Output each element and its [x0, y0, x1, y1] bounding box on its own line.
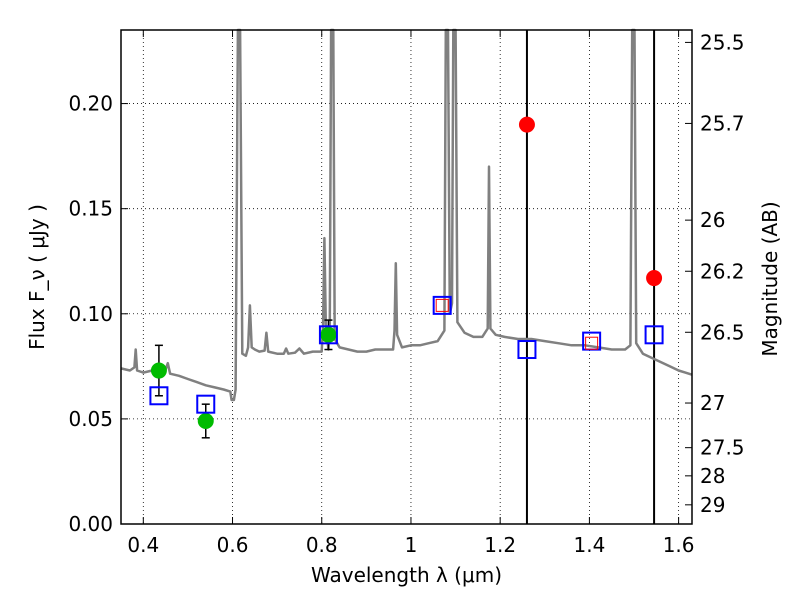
- x-tick-label: 1.2: [484, 533, 516, 557]
- y-tick-label: 0.20: [68, 92, 113, 116]
- y-axis-label: Flux F_ν ( μJy ): [25, 204, 49, 350]
- right-tick-label: 29: [700, 493, 725, 517]
- y-tick-label: 0.00: [68, 512, 113, 536]
- model-flux-square: [644, 325, 664, 345]
- grid: [121, 30, 692, 525]
- y-tick-label: 0.10: [68, 302, 113, 326]
- right-tick-label: 26.2: [700, 259, 745, 283]
- model-flux-square: [318, 325, 338, 345]
- right-tick-label: 26.5: [700, 320, 745, 344]
- model-spectrum-layer: [120, 28, 693, 402]
- x-tick-label: 0.4: [127, 533, 159, 557]
- right-axis-ticks: 25.5 25.7 26 26.2 26.5 27 27.5 28 29: [685, 30, 745, 517]
- flux-point: [518, 116, 535, 133]
- flux-point: [646, 270, 663, 287]
- x-tick-label: 1.6: [663, 533, 695, 557]
- flux-point: [197, 412, 214, 429]
- model-flux-square: [517, 340, 537, 360]
- model-flux-square: [149, 386, 169, 406]
- plot-frame: [120, 29, 693, 525]
- model-flux-square-inner: [585, 336, 599, 350]
- right-axis-label: Magnitude (AB): [758, 201, 782, 356]
- x-tick-label: 1.4: [573, 533, 605, 557]
- right-tick-label: 26: [700, 208, 725, 232]
- right-tick-label: 25.7: [700, 111, 745, 135]
- model-flux-square-inner: [435, 298, 449, 312]
- x-tick-label: 0.8: [306, 533, 338, 557]
- photometry-points-layer: [149, 116, 664, 439]
- right-tick-label: 27.5: [700, 436, 745, 460]
- y-tick-label: 0.05: [68, 407, 113, 431]
- flux-point: [320, 326, 337, 343]
- model-flux-square: [432, 295, 452, 315]
- model-spectrum-line: [120, 28, 693, 402]
- x-axis-label: Wavelength λ (μm): [311, 563, 502, 587]
- y-axis-ticks: 0.00 0.05 0.10 0.15 0.20: [68, 92, 128, 536]
- right-tick-label: 28: [700, 464, 725, 488]
- flux-point: [150, 362, 167, 379]
- y-tick-label: 0.15: [68, 197, 113, 221]
- x-tick-label: 1: [405, 533, 418, 557]
- right-tick-label: 27: [700, 391, 725, 415]
- model-flux-square: [196, 394, 216, 414]
- x-axis-ticks: 0.4 0.6 0.8 1 1.2 1.4 1.6: [127, 30, 695, 557]
- x-tick-label: 0.6: [217, 533, 249, 557]
- right-tick-label: 25.5: [700, 30, 745, 54]
